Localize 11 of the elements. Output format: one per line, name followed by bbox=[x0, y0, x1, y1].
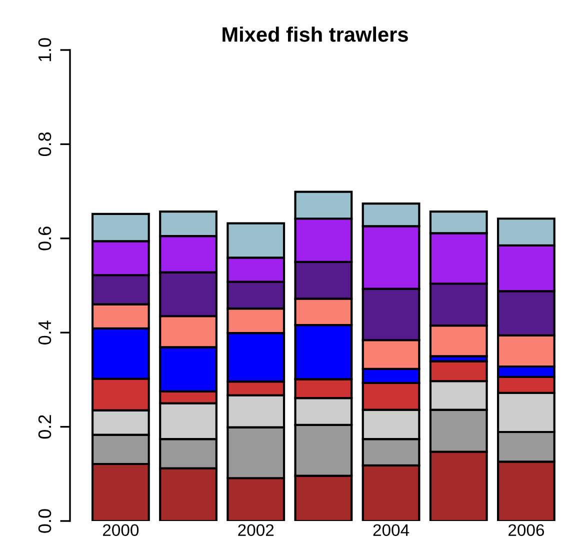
y-tick-label: 0.2 bbox=[38, 415, 52, 439]
y-tick-label: 0.6 bbox=[38, 226, 52, 250]
x-tick-label: 2004 bbox=[373, 524, 410, 536]
y-tick-label: 0.0 bbox=[38, 509, 52, 533]
y-tick-label: 0.8 bbox=[38, 132, 52, 156]
x-tick-label: 2002 bbox=[238, 524, 274, 536]
chart-title: Mixed fish trawlers bbox=[222, 26, 408, 42]
y-tick-label: 0.4 bbox=[38, 320, 52, 344]
x-tick-label: 2000 bbox=[102, 524, 139, 536]
y-tick-label: 1.0 bbox=[38, 38, 52, 62]
x-tick-label: 2006 bbox=[508, 524, 544, 536]
